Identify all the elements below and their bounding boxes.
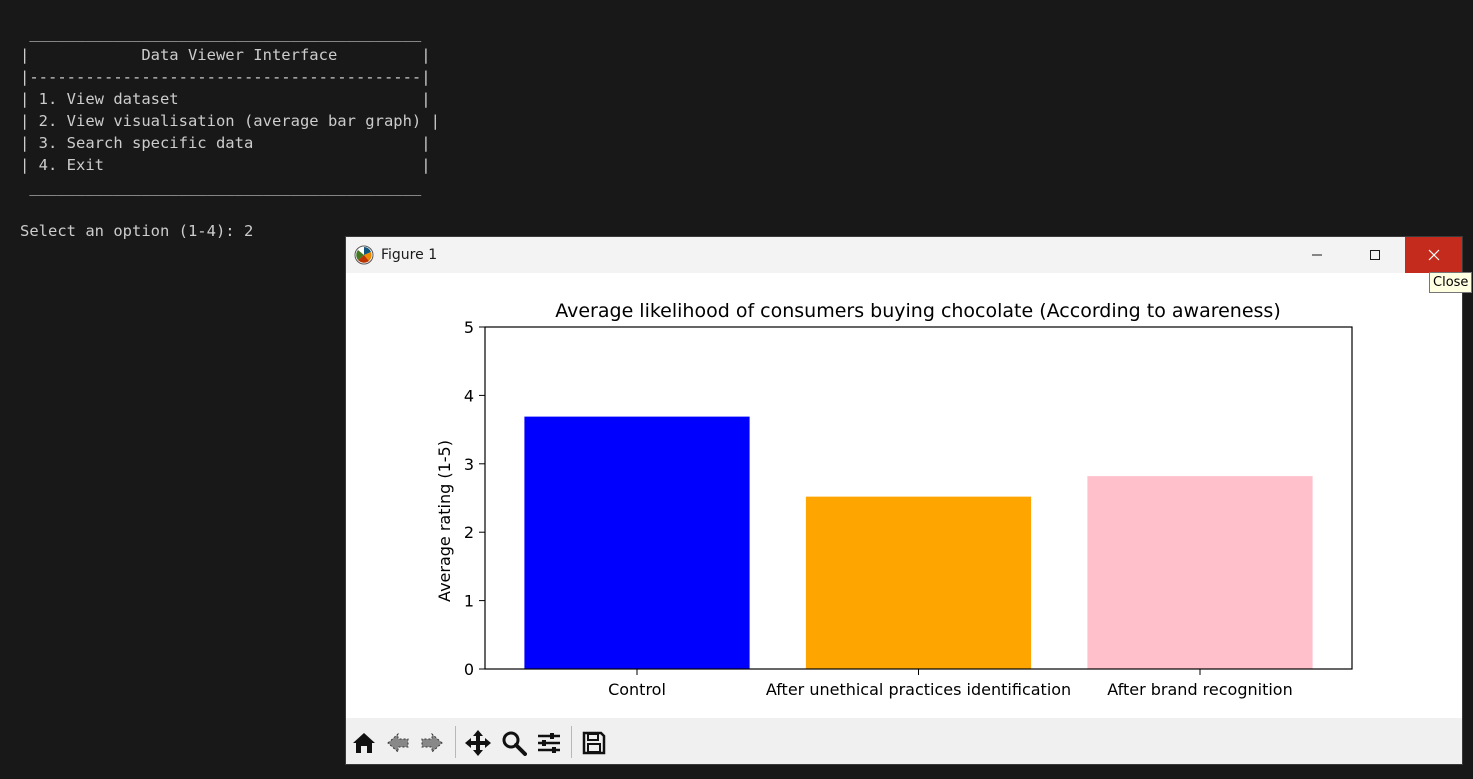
back-button[interactable] xyxy=(383,728,413,758)
maximize-button[interactable] xyxy=(1346,237,1404,273)
y-tick-label: 5 xyxy=(464,318,474,337)
figure-canvas[interactable]: Average likelihood of consumers buying c… xyxy=(346,273,1462,718)
bar-1 xyxy=(805,496,1032,669)
bar-0 xyxy=(524,416,750,669)
home-icon xyxy=(353,733,375,753)
minimize-button[interactable] xyxy=(1288,237,1346,273)
chart-title: Average likelihood of consumers buying c… xyxy=(555,300,1281,322)
terminal-output: ________________________________________… xyxy=(20,24,440,240)
minimize-icon xyxy=(1312,254,1322,256)
save-icon xyxy=(582,731,606,755)
bar-chart: Average likelihood of consumers buying c… xyxy=(435,300,1353,699)
title-bar[interactable]: Figure 1 xyxy=(346,237,1462,273)
navigation-toolbar xyxy=(346,718,1462,764)
plot-frame xyxy=(484,326,1353,670)
close-tooltip: Close xyxy=(1429,272,1473,293)
bars-group xyxy=(524,416,1313,669)
save-button[interactable] xyxy=(579,728,609,758)
y-axis: 0 1 2 3 4 5 xyxy=(464,318,485,679)
back-icon xyxy=(387,732,409,754)
home-button[interactable] xyxy=(349,728,379,758)
close-button[interactable] xyxy=(1405,237,1462,273)
forward-icon xyxy=(421,732,443,754)
figure-window: Figure 1 Average likelihood of consumers… xyxy=(345,236,1463,765)
configure-button[interactable] xyxy=(534,728,564,758)
toolbar-separator xyxy=(455,726,456,758)
x-tick-label: Control xyxy=(608,680,666,699)
zoom-button[interactable] xyxy=(499,728,529,758)
y-tick-label: 0 xyxy=(464,660,474,679)
pan-button[interactable] xyxy=(463,728,493,758)
y-tick-label: 1 xyxy=(464,592,474,611)
y-axis-label: Average rating (1-5) xyxy=(435,440,454,602)
configure-icon xyxy=(538,733,560,753)
y-tick-label: 3 xyxy=(464,455,474,474)
close-icon xyxy=(1428,249,1440,261)
toolbar-separator xyxy=(571,726,572,758)
x-tick-label: After brand recognition xyxy=(1107,680,1292,699)
maximize-icon xyxy=(1370,250,1380,260)
y-tick-label: 4 xyxy=(464,386,474,405)
pan-icon xyxy=(465,730,491,756)
forward-button[interactable] xyxy=(417,728,447,758)
y-tick-label: 2 xyxy=(464,523,474,542)
matplotlib-logo-icon xyxy=(354,245,374,265)
window-title: Figure 1 xyxy=(381,247,438,263)
x-axis: Control After unethical practices identif… xyxy=(608,669,1293,699)
zoom-icon xyxy=(502,731,527,756)
bar-2 xyxy=(1087,476,1313,669)
x-tick-label: After unethical practices identification xyxy=(766,680,1071,699)
